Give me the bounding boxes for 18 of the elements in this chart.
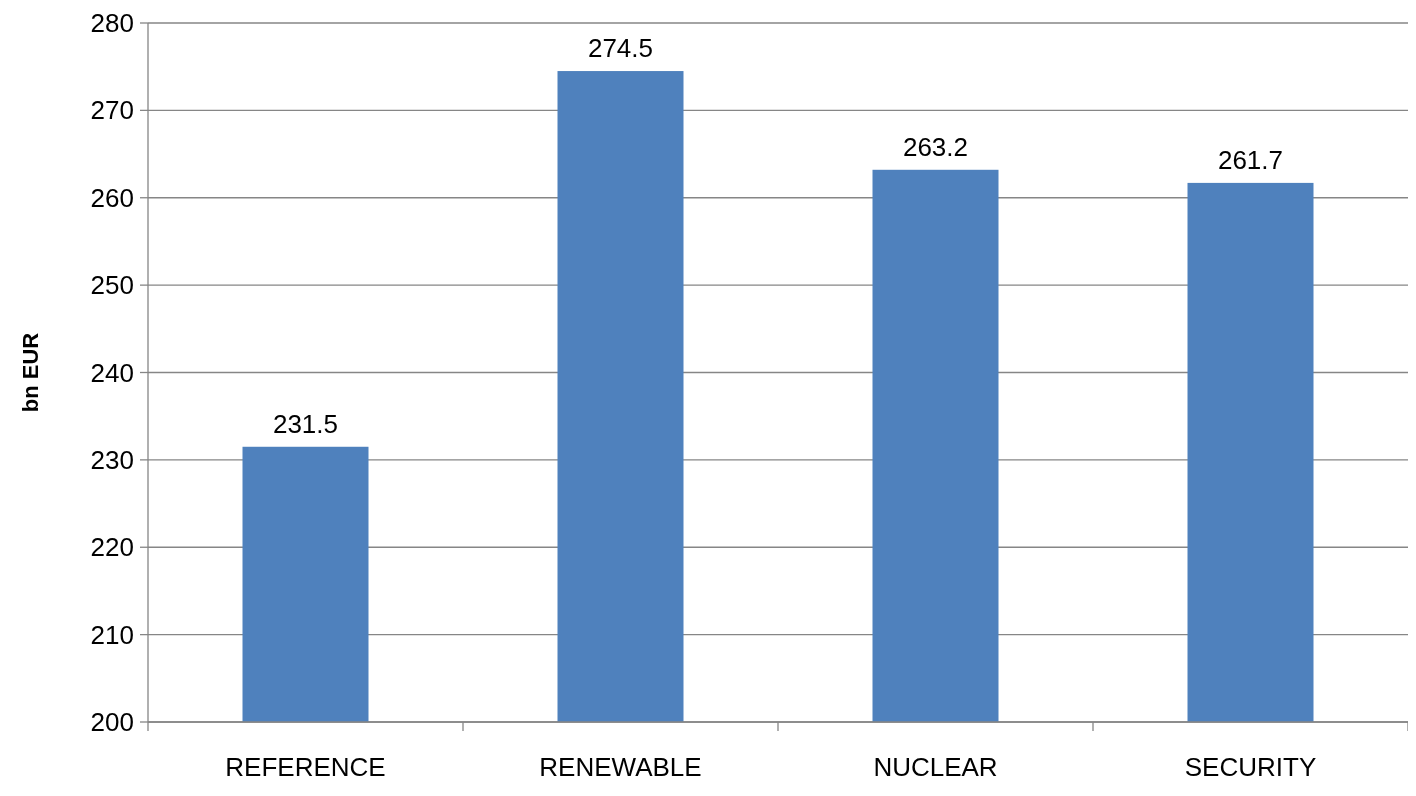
x-tick-label: NUCLEAR xyxy=(873,752,998,782)
x-tick-label: SECURITY xyxy=(1184,752,1317,782)
y-tick-label: 250 xyxy=(90,270,134,301)
y-tick-label: 270 xyxy=(90,95,134,126)
data-label: 263.2 xyxy=(902,131,969,162)
y-tick-label: 210 xyxy=(90,619,134,650)
y-tick-label: 200 xyxy=(90,707,134,738)
y-tick-label: 260 xyxy=(90,182,134,213)
x-tick-label: REFERENCE xyxy=(225,752,386,782)
y-tick-label: 230 xyxy=(90,444,134,475)
y-axis-title: bn EUR xyxy=(18,332,43,413)
data-label: 274.5 xyxy=(587,33,654,64)
x-tick-label: RENEWABLE xyxy=(539,752,702,782)
y-tick-label: 240 xyxy=(90,357,134,388)
data-label: 261.7 xyxy=(1217,144,1284,175)
y-tick-label: 220 xyxy=(90,532,134,563)
y-tick-label: 280 xyxy=(90,8,134,39)
data-label: 231.5 xyxy=(272,408,339,439)
